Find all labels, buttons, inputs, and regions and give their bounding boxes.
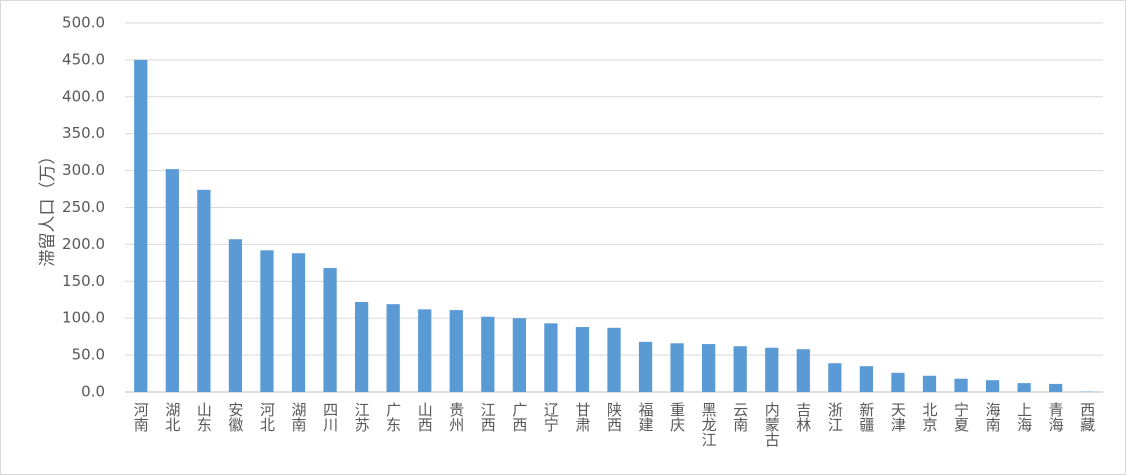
x-tick-label: 江西 (479, 402, 497, 432)
bar (607, 327, 621, 392)
bar (733, 346, 747, 392)
y-tick-label: 100.0 (62, 309, 105, 327)
bar (954, 378, 968, 392)
bar (134, 59, 148, 393)
y-tick-label: 500.0 (62, 14, 105, 32)
x-tick-label: 贵州 (447, 402, 465, 432)
x-tick-label: 河南 (132, 402, 150, 432)
bar (544, 323, 558, 392)
y-tick-label: 250.0 (62, 198, 105, 216)
x-tick-label: 北京 (920, 402, 938, 433)
x-tick-label: 湖南 (290, 402, 308, 432)
x-tick-label: 海南 (984, 402, 1002, 432)
y-tick-label: 150.0 (62, 272, 105, 290)
bar (638, 341, 653, 392)
x-tick-label: 甘肃 (573, 402, 591, 432)
bar (765, 347, 779, 392)
bar (481, 316, 495, 392)
bar (1049, 383, 1063, 392)
y-tick-label: 400.0 (62, 87, 105, 105)
bar (323, 268, 337, 392)
bar (228, 239, 243, 392)
bar (702, 344, 716, 392)
bar (512, 318, 526, 392)
x-tick-label: 新疆 (857, 402, 875, 432)
bar (796, 349, 810, 392)
x-tick-label: 陕西 (605, 402, 623, 432)
bar (165, 169, 179, 392)
x-tick-label: 辽宁 (542, 402, 560, 432)
x-tick-label: 上海 (1015, 402, 1033, 432)
x-tick-label: 云南 (731, 402, 749, 432)
x-tick-label: 湖北 (163, 402, 181, 432)
bar (260, 250, 274, 392)
bar (291, 253, 306, 392)
bar (575, 327, 590, 392)
bar (197, 189, 211, 392)
bar (670, 343, 684, 392)
x-tick-label: 江苏 (353, 402, 371, 433)
y-axis-label: 滞留人口（万） (38, 148, 58, 267)
x-tick-label: 西藏 (1078, 402, 1096, 433)
x-tick-label: 安徽 (226, 402, 244, 432)
x-tick-label: 青海 (1047, 402, 1065, 432)
bar (418, 309, 432, 392)
y-tick-label: 50.0 (72, 346, 105, 364)
bar (985, 380, 1000, 392)
y-tick-label: 0.0 (81, 383, 105, 401)
x-tick-label: 宁夏 (952, 402, 970, 432)
y-tick-label: 200.0 (62, 235, 105, 253)
x-tick-label: 福建 (637, 402, 655, 432)
y-tick-label: 450.0 (62, 50, 105, 68)
bar (354, 301, 369, 392)
y-tick-label: 350.0 (62, 124, 105, 142)
x-tick-label: 浙江 (826, 402, 844, 432)
bar (859, 366, 874, 392)
bar (891, 372, 905, 392)
x-tick-label: 黑龙江 (700, 402, 718, 447)
x-tick-label: 广西 (510, 402, 528, 432)
bar (922, 375, 937, 392)
x-tick-label: 内蒙古 (763, 402, 781, 447)
bar (1017, 383, 1031, 392)
bar (386, 304, 400, 392)
bar (449, 310, 463, 392)
x-tick-label: 河北 (258, 402, 276, 432)
y-tick-label: 300.0 (62, 161, 105, 179)
x-tick-label: 广东 (384, 402, 402, 432)
x-tick-label: 天津 (889, 402, 907, 432)
x-tick-label: 四川 (321, 402, 339, 432)
x-tick-label: 重庆 (668, 402, 686, 432)
x-tick-label: 山东 (195, 402, 213, 432)
x-tick-label: 山西 (416, 402, 434, 432)
x-tick-label: 吉林 (794, 402, 812, 432)
bar (828, 363, 842, 392)
